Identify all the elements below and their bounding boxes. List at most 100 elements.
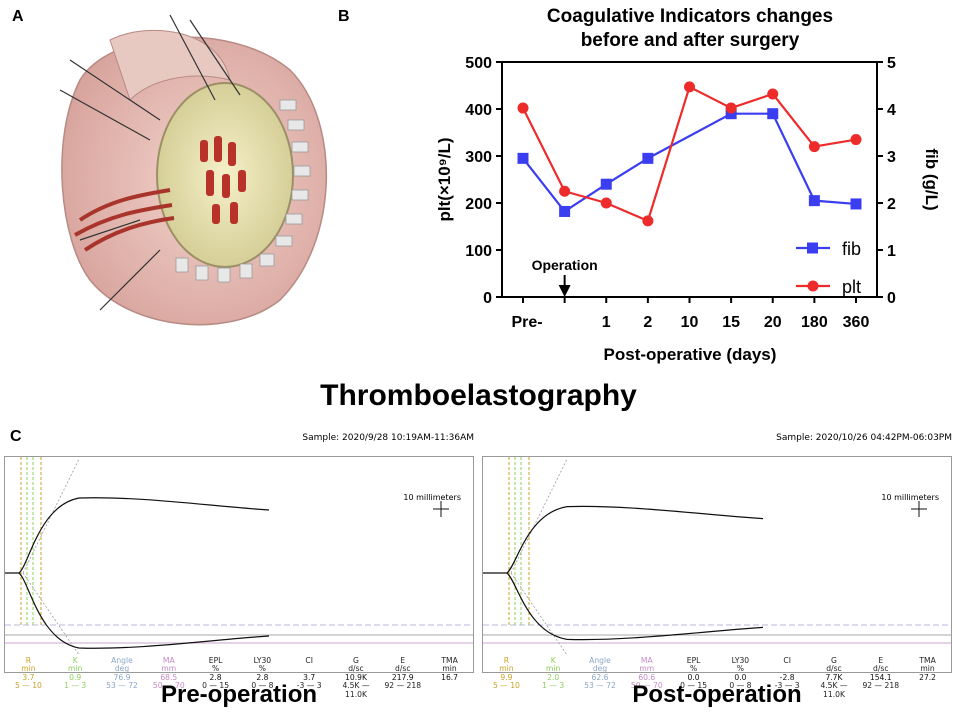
- param-range: 0 — 8: [251, 681, 274, 691]
- param-range: 4.5K — 11.0K: [820, 681, 848, 699]
- param-name: G: [353, 656, 359, 665]
- data-point-plt: [725, 102, 737, 114]
- param-range: 0 — 15: [202, 681, 230, 691]
- param-tma: TMA min 27.2: [904, 656, 951, 699]
- data-point-plt: [600, 197, 612, 209]
- param-value: 10.9K: [345, 672, 367, 682]
- param-name: K: [72, 656, 78, 665]
- param-value: 217.9: [391, 672, 414, 682]
- angle-line: [510, 572, 568, 656]
- scale-label: 10 millimeters: [403, 493, 461, 502]
- param-unit: %: [258, 664, 266, 674]
- param-ly30: LY30% 2.8 0 — 8: [239, 656, 286, 699]
- param-ci: CI 3.7 -3 — 3: [286, 656, 333, 699]
- data-point-fib: [517, 152, 529, 164]
- y-right-tick-label: 0: [887, 290, 896, 307]
- param-range: 92 — 218: [862, 681, 900, 691]
- param-name: MA: [162, 656, 175, 665]
- y-right-tick-label: 4: [887, 102, 896, 119]
- param-name: K: [550, 656, 556, 665]
- param-unit: min: [920, 664, 935, 674]
- param-range: 1 — 3: [542, 681, 565, 691]
- angle-line: [510, 458, 568, 574]
- teg-post-operation: Sample: 2020/10/26 04:42PM-06:03PM 10 mi…: [482, 428, 952, 698]
- data-point-fib: [642, 152, 654, 164]
- operation-annotation: Operation: [532, 257, 598, 273]
- data-point-plt: [517, 102, 529, 114]
- surgical-illustration: [59, 14, 328, 326]
- param-value: 9.9: [500, 672, 513, 682]
- x-tick-label: 360: [843, 314, 870, 331]
- param-value: 154.1: [869, 672, 892, 682]
- chart-title: Coagulative Indicators changes: [547, 6, 833, 27]
- param-name: LY30: [253, 656, 272, 665]
- param-value: 0.0: [687, 672, 700, 682]
- x-tick-label: 180: [801, 314, 828, 331]
- param-range: -3 — 3: [774, 681, 800, 691]
- x-tick-label: 10: [681, 314, 699, 331]
- param-ma: MA mm 68.5 50 — 70: [145, 656, 192, 699]
- param-value: 2.8: [256, 672, 269, 682]
- param-unit: d/sc: [395, 664, 411, 674]
- param-range: 50 — 70: [630, 681, 663, 691]
- param-unit: d/sc: [873, 664, 889, 674]
- param-value: 60.6: [638, 672, 656, 682]
- y-left-tick-label: 100: [465, 243, 492, 260]
- legend-label-fib: fib: [842, 239, 861, 259]
- x-tick-label: 2: [643, 314, 652, 331]
- y-right-tick-label: 5: [887, 55, 896, 72]
- param-name: CI: [783, 656, 791, 665]
- param-name: TMA: [441, 656, 458, 665]
- data-point-plt: [684, 81, 695, 93]
- x-tick-label: 20: [764, 314, 782, 331]
- series-line-plt: [522, 85, 857, 223]
- param-unit: min: [21, 664, 36, 674]
- param-range: 0 — 8: [729, 681, 752, 691]
- param-value: 16.7: [441, 672, 459, 682]
- teg-pre-operation: Sample: 2020/9/28 10:19AM-11:36AM 10 mil…: [4, 428, 474, 698]
- teg-trace-lower: [18, 572, 270, 649]
- param-unit: min: [442, 664, 457, 674]
- param-unit: deg: [114, 664, 130, 674]
- angle-line: [22, 572, 80, 656]
- param-tma: TMA min 16.7: [426, 656, 473, 699]
- y-left-tick-label: 500: [465, 55, 492, 72]
- param-name: MA: [640, 656, 653, 665]
- param-range: 5 — 10: [492, 681, 520, 691]
- param-ly30: LY30% 0.0 0 — 8: [717, 656, 764, 699]
- param-name: E: [878, 656, 884, 665]
- sample-time: Sample: 2020/10/26 04:42PM-06:03PM: [776, 433, 952, 443]
- data-point-plt: [642, 215, 654, 227]
- param-unit: min: [499, 664, 514, 674]
- y-right-tick-label: 1: [887, 243, 896, 260]
- param-name: EPL: [208, 656, 223, 665]
- param-value: 0.9: [69, 672, 82, 682]
- teg-trace-upper: [483, 505, 764, 574]
- data-point-fib: [850, 198, 862, 210]
- param-unit: %: [211, 664, 220, 674]
- series-line-fib: [522, 112, 857, 213]
- param-unit: %: [689, 664, 698, 674]
- data-point-fib: [600, 178, 612, 190]
- data-point-plt: [850, 134, 862, 146]
- x-axis-label: Post-operative (days): [604, 345, 777, 364]
- caption-pre-operation: Pre-operation: [160, 681, 318, 708]
- y-left-axis-label: plt(×10⁹/L): [435, 137, 454, 221]
- param-unit: d/sc: [348, 664, 364, 674]
- param-range: 0 — 15: [680, 681, 708, 691]
- param-ci: CI -2.8 -3 — 3: [764, 656, 811, 699]
- param-value: 0.0: [734, 672, 747, 682]
- param-value: 2.0: [547, 672, 560, 682]
- param-unit: d/sc: [826, 664, 842, 674]
- param-range: 50 — 70: [152, 681, 185, 691]
- teg-trace-upper: [5, 497, 270, 574]
- param-value: 27.2: [919, 672, 937, 682]
- param-value: -2.8: [779, 672, 795, 682]
